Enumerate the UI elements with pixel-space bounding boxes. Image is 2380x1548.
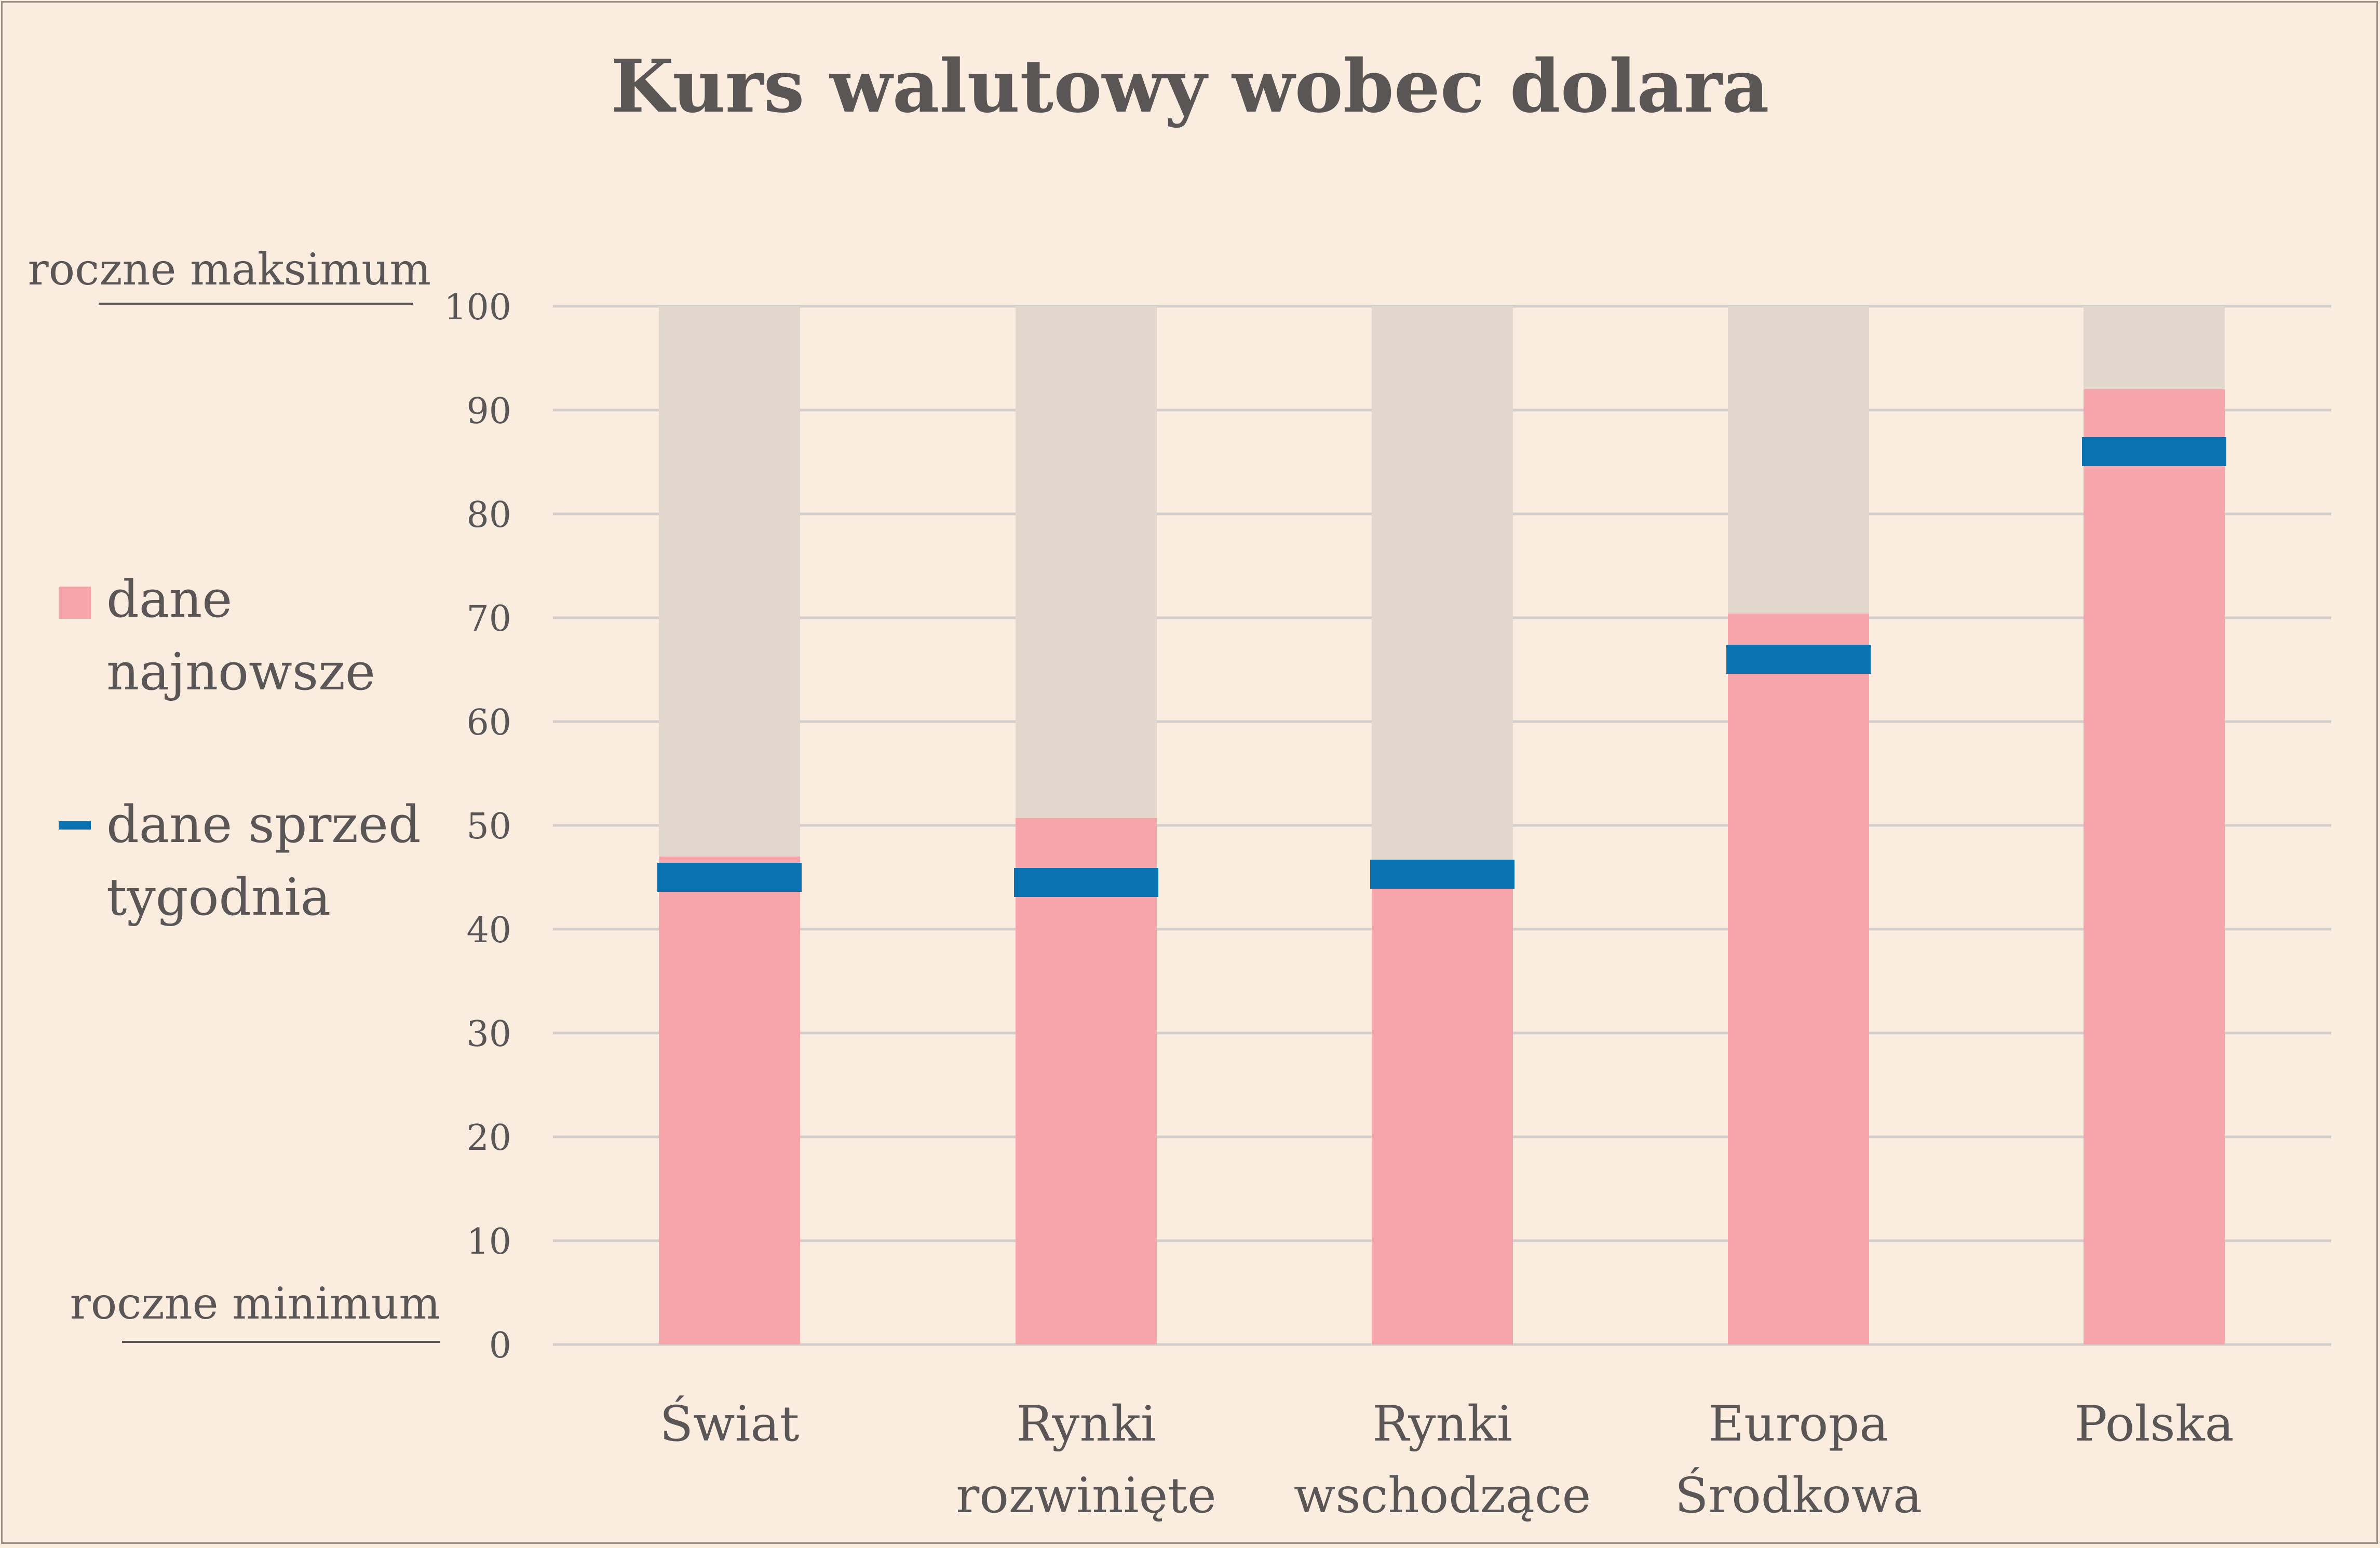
min-label: roczne minimum xyxy=(70,1278,440,1329)
category-label: wschodzące xyxy=(1294,1468,1591,1524)
y-tick-label: 30 xyxy=(466,1014,511,1055)
category-label: Rynki xyxy=(1372,1396,1512,1452)
bar-latest xyxy=(659,857,800,1345)
category-label: Rynki xyxy=(1016,1396,1156,1452)
category-label: Europa xyxy=(1709,1396,1889,1452)
y-tick-label: 60 xyxy=(466,702,511,743)
max-label: roczne maksimum xyxy=(28,244,431,295)
legend-label-latest: dane xyxy=(106,570,232,629)
y-tick-label: 70 xyxy=(466,599,511,640)
y-tick-label: 80 xyxy=(466,495,511,536)
marker-week-ago xyxy=(1014,868,1158,897)
category-label: Świat xyxy=(660,1395,800,1452)
marker-week-ago xyxy=(2082,437,2226,466)
bar-latest xyxy=(1016,818,1157,1345)
y-tick-label: 100 xyxy=(444,287,511,328)
y-tick-label: 50 xyxy=(466,806,511,847)
legend-swatch-week-ago xyxy=(59,821,91,830)
y-tick-label: 0 xyxy=(489,1325,511,1366)
legend-label-week-ago: tygodnia xyxy=(106,868,331,927)
marker-week-ago xyxy=(1370,860,1514,889)
y-tick-label: 40 xyxy=(466,910,511,951)
category-label: Polska xyxy=(2074,1396,2234,1452)
bar-latest xyxy=(1372,888,1513,1345)
legend-swatch-latest xyxy=(59,587,91,619)
y-tick-label: 90 xyxy=(466,391,511,432)
bar-latest xyxy=(1728,614,1869,1345)
category-label: Środkowa xyxy=(1675,1466,1922,1524)
bar-latest xyxy=(2084,389,2225,1345)
chart-title: Kurs walutowy wobec dolara xyxy=(611,44,1769,129)
legend-label-latest: najnowsze xyxy=(106,643,375,702)
category-label: rozwinięte xyxy=(956,1468,1216,1524)
y-tick-label: 10 xyxy=(466,1221,511,1262)
marker-week-ago xyxy=(657,863,802,892)
y-tick-label: 20 xyxy=(466,1118,511,1159)
marker-week-ago xyxy=(1726,645,1871,674)
legend-label-week-ago: dane sprzed xyxy=(106,795,421,854)
